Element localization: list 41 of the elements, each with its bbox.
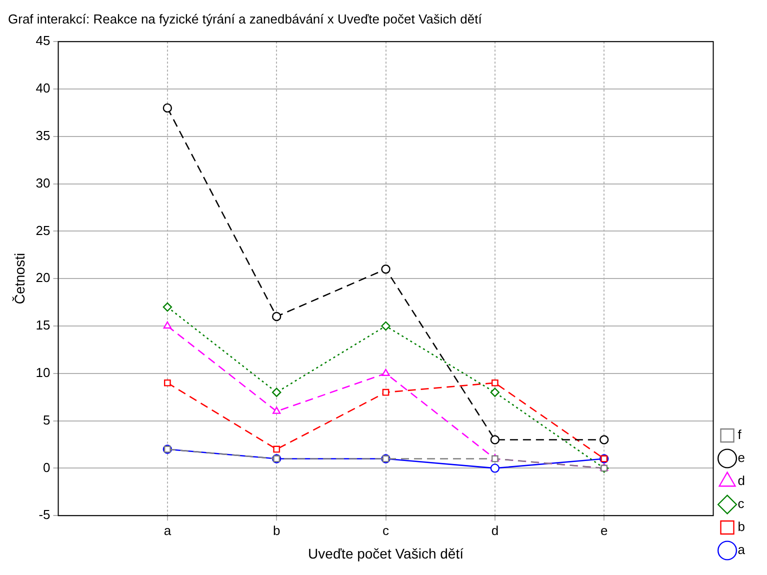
point bbox=[162, 103, 172, 113]
point bbox=[382, 368, 390, 376]
point bbox=[600, 435, 609, 444]
point bbox=[490, 464, 500, 473]
point bbox=[490, 435, 500, 444]
y-tick-label: 45 bbox=[36, 33, 50, 48]
legend-label: a bbox=[738, 542, 746, 558]
y-tick-label: 25 bbox=[36, 222, 50, 238]
point bbox=[162, 302, 172, 312]
chart-title: Graf interakcí: Reakce na fyzické týrání a zanedbávání x Uveďte počet Vašich dětí bbox=[8, 11, 482, 26]
point bbox=[492, 379, 498, 386]
point bbox=[164, 379, 171, 386]
legend-label: e bbox=[738, 450, 746, 466]
y-tick-label: 0 bbox=[43, 460, 50, 475]
x-tick-label: d bbox=[491, 522, 499, 538]
x-axis-title: Uveďte počet Vašich dětí bbox=[308, 545, 464, 562]
y-tick-label: 35 bbox=[36, 128, 50, 143]
y-tick-label: -5 bbox=[38, 507, 50, 522]
point bbox=[381, 321, 390, 331]
y-tick-label: 40 bbox=[36, 80, 50, 96]
point bbox=[272, 388, 282, 397]
legend-label: f bbox=[738, 427, 742, 442]
point bbox=[382, 388, 390, 396]
point bbox=[163, 321, 172, 329]
x-tick-label: c bbox=[382, 522, 390, 538]
x-tick-label: a bbox=[164, 522, 172, 538]
point bbox=[272, 406, 281, 414]
legend-label: c bbox=[738, 496, 745, 512]
point bbox=[273, 446, 280, 453]
point bbox=[381, 264, 390, 274]
y-axis-title: Četnosti bbox=[11, 252, 28, 304]
y-tick-label: 15 bbox=[36, 318, 50, 333]
legend-label: d bbox=[738, 473, 746, 488]
point bbox=[272, 312, 282, 322]
y-tick-label: 10 bbox=[36, 364, 50, 380]
point bbox=[490, 388, 500, 397]
y-tick-label: 5 bbox=[43, 412, 50, 428]
y-tick-label: 20 bbox=[36, 270, 50, 286]
x-tick-label: b bbox=[272, 522, 280, 538]
x-tick-label: e bbox=[600, 522, 608, 538]
y-tick-label: 30 bbox=[36, 175, 50, 190]
